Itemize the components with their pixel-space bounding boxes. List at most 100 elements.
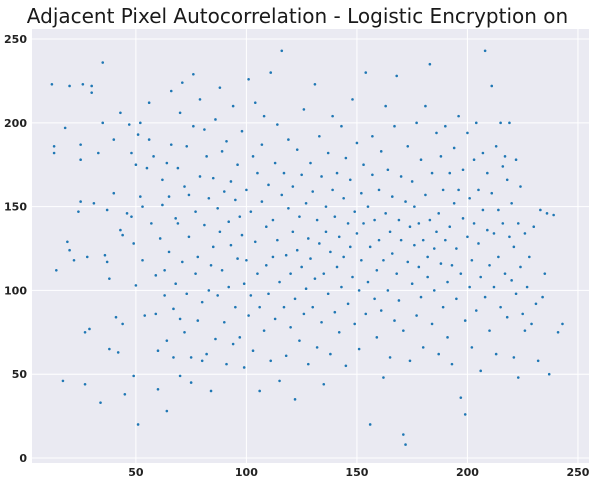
data-point xyxy=(410,282,414,286)
data-point xyxy=(92,201,96,205)
data-point xyxy=(231,104,235,108)
data-point xyxy=(428,62,432,66)
data-point xyxy=(174,282,177,286)
data-point xyxy=(200,300,204,304)
data-point xyxy=(214,337,217,341)
data-point xyxy=(348,245,352,249)
data-point xyxy=(154,312,158,316)
data-point xyxy=(253,101,257,105)
data-point xyxy=(346,302,350,306)
y-tick-label: 0 xyxy=(19,452,27,465)
data-point xyxy=(536,359,540,363)
data-point xyxy=(298,215,301,218)
data-point xyxy=(474,309,478,312)
data-point xyxy=(463,319,467,322)
data-point xyxy=(505,315,509,319)
data-point xyxy=(441,188,445,192)
data-point xyxy=(528,255,531,259)
data-point xyxy=(393,319,396,322)
data-point xyxy=(247,314,250,317)
data-point xyxy=(486,171,489,175)
data-point xyxy=(242,366,246,369)
data-point xyxy=(340,285,343,289)
data-point xyxy=(306,362,310,366)
data-point xyxy=(360,191,363,195)
data-point xyxy=(320,175,323,178)
data-point xyxy=(214,118,217,121)
data-point xyxy=(273,161,277,165)
data-point xyxy=(417,222,421,225)
data-point xyxy=(368,245,372,249)
data-point xyxy=(426,275,429,279)
data-point xyxy=(399,238,403,242)
data-point xyxy=(260,200,264,203)
data-point xyxy=(483,49,487,53)
data-point xyxy=(291,185,295,188)
data-point xyxy=(384,212,387,215)
data-point xyxy=(512,356,516,359)
data-point xyxy=(141,205,144,208)
data-point xyxy=(251,349,255,353)
data-point xyxy=(289,272,292,275)
data-point xyxy=(366,205,370,208)
data-point xyxy=(371,173,374,177)
data-point xyxy=(165,409,169,413)
data-point xyxy=(413,243,416,247)
data-point xyxy=(198,98,202,101)
data-point xyxy=(395,74,399,78)
data-point xyxy=(477,188,480,192)
data-point xyxy=(284,253,288,257)
data-point xyxy=(450,263,454,267)
data-point xyxy=(463,413,467,416)
data-point xyxy=(130,151,133,155)
data-point xyxy=(371,134,374,138)
data-point xyxy=(505,178,509,182)
data-point xyxy=(561,322,564,326)
data-point xyxy=(211,176,215,180)
data-point xyxy=(83,330,87,334)
data-point xyxy=(421,346,425,349)
data-point xyxy=(446,336,449,339)
data-point xyxy=(324,205,328,208)
data-point xyxy=(302,108,306,111)
data-point xyxy=(494,352,498,356)
data-point xyxy=(150,222,153,225)
data-point xyxy=(373,218,376,222)
data-point xyxy=(428,218,432,222)
data-point xyxy=(105,260,109,264)
data-point xyxy=(457,114,460,118)
data-point xyxy=(357,289,361,292)
data-point xyxy=(119,228,122,232)
data-point xyxy=(474,121,478,125)
data-point xyxy=(185,144,189,148)
data-point xyxy=(216,294,219,297)
data-point xyxy=(390,195,394,198)
data-point xyxy=(519,265,522,269)
data-point xyxy=(552,213,555,217)
data-point xyxy=(322,272,326,275)
data-point xyxy=(512,245,516,249)
data-point xyxy=(55,268,58,272)
data-point xyxy=(404,200,407,203)
data-point xyxy=(501,165,505,168)
data-point xyxy=(439,262,443,265)
data-point xyxy=(306,237,310,240)
data-point xyxy=(181,260,184,264)
data-point xyxy=(430,322,434,326)
data-point xyxy=(236,257,239,260)
data-point xyxy=(532,225,536,229)
data-point xyxy=(236,163,239,167)
data-point xyxy=(269,359,273,363)
data-point xyxy=(375,336,379,339)
data-point xyxy=(355,232,359,235)
data-point xyxy=(192,72,195,76)
data-point xyxy=(121,233,124,237)
data-point xyxy=(426,255,429,259)
y-tick-label: 100 xyxy=(4,284,27,297)
data-point xyxy=(340,124,343,128)
data-point xyxy=(326,292,330,296)
data-point xyxy=(313,277,317,280)
data-point xyxy=(174,217,177,220)
data-point xyxy=(181,81,184,84)
data-point xyxy=(402,329,405,332)
